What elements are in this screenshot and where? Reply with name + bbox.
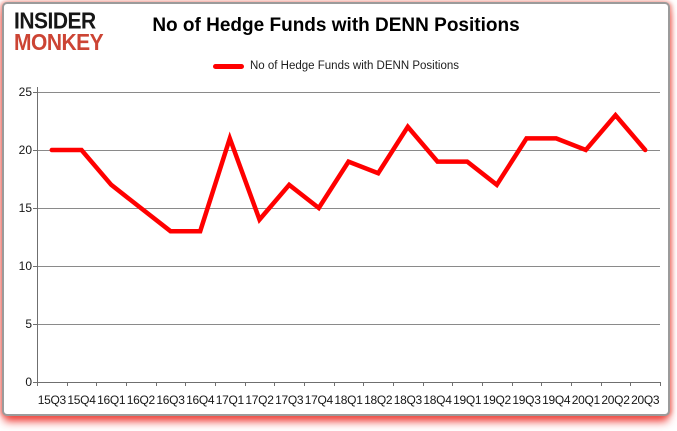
x-axis-label-17Q2: 17Q2 (245, 393, 274, 407)
x-axis-label-16Q2: 16Q2 (126, 393, 155, 407)
x-axis-label-19Q4: 19Q4 (542, 393, 571, 407)
x-axis-label-20Q1: 20Q1 (571, 393, 600, 407)
x-axis-label-16Q4: 16Q4 (186, 393, 215, 407)
x-axis-label-17Q4: 17Q4 (304, 393, 333, 407)
x-axis-label-19Q2: 19Q2 (482, 393, 511, 407)
plot-area: 0 5 10 15 20 25 15Q3 15Q4 16Q1 16Q2 16Q3 16Q4 17Q1 17… (4, 4, 668, 414)
x-axis-label-17Q3: 17Q3 (275, 393, 304, 407)
x-axis-label-19Q1: 19Q1 (453, 393, 482, 407)
x-axis-label-15Q3: 15Q3 (37, 393, 66, 407)
y-axis-label: 15 (18, 200, 32, 215)
x-axis-label-18Q1: 18Q1 (334, 393, 363, 407)
chart-title: No of Hedge Funds with DENN Positions (152, 15, 520, 36)
insider-monkey-logo: INSIDER MONKEY (14, 8, 104, 56)
y-axis-label: 20 (18, 142, 32, 157)
x-axis-label-19Q3: 19Q3 (512, 393, 541, 407)
x-axis-label-16Q1: 16Q1 (97, 393, 126, 407)
legend-label: No of Hedge Funds with DENN Positions (249, 60, 459, 72)
logo-monkey-text: MONKEY (14, 30, 104, 56)
x-axis-label-18Q2: 18Q2 (364, 393, 393, 407)
x-axis-label-17Q1: 17Q1 (215, 393, 244, 407)
y-axis-label: 5 (25, 316, 32, 331)
logo-insider-text: INSIDER (14, 8, 96, 34)
legend-line-swatch (212, 63, 244, 69)
x-axis-label-18Q3: 18Q3 (393, 393, 422, 407)
x-axis-label-15Q4: 15Q4 (67, 393, 96, 407)
y-axis-label: 0 (25, 374, 32, 389)
x-axis-label-20Q3: 20Q3 (631, 393, 660, 407)
y-axis-label: 10 (18, 258, 32, 273)
chart-card: INSIDER MONKEY No of Hedge Funds with DE… (2, 2, 670, 416)
x-axis-label-20Q2: 20Q2 (601, 393, 630, 407)
legend: No of Hedge Funds with DENN Positions (4, 60, 668, 72)
y-axis-label: 25 (18, 84, 32, 99)
series-line-0 (49, 111, 648, 234)
x-axis-label-18Q4: 18Q4 (423, 393, 452, 407)
plot-svg (33, 87, 661, 386)
x-axis-label-16Q3: 16Q3 (156, 393, 185, 407)
